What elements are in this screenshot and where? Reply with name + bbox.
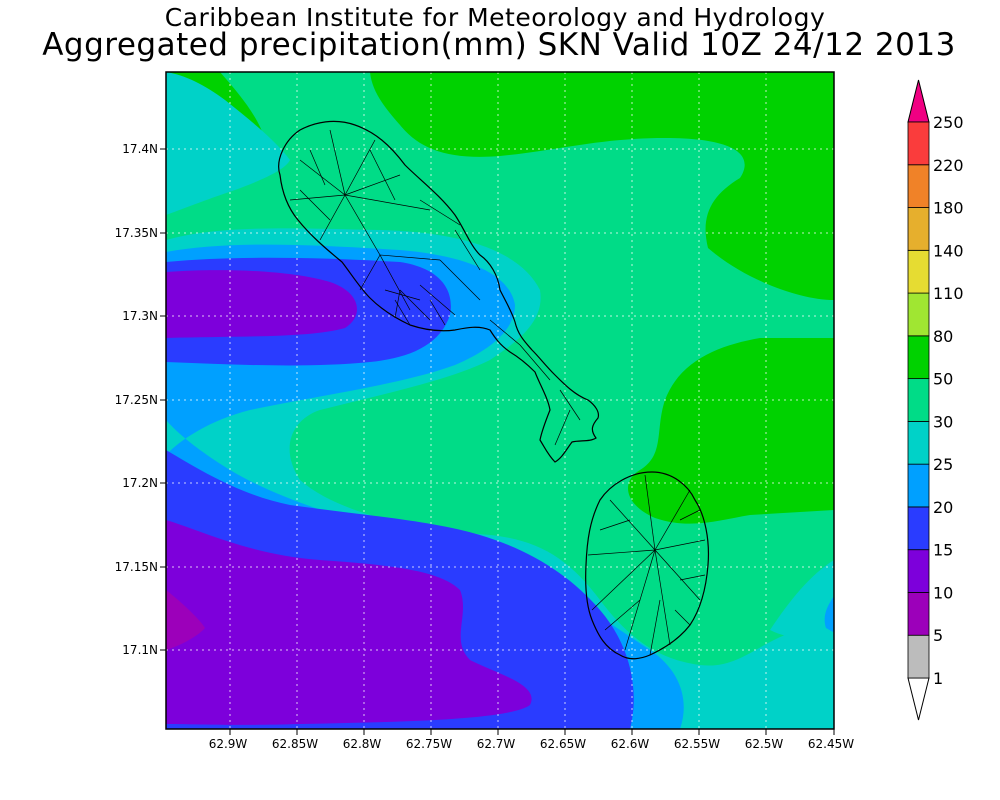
- y-tick-label: 17.1N: [122, 643, 158, 657]
- colorbar-swatch: [907, 335, 930, 380]
- contour-50-80-top: [370, 72, 834, 300]
- colorbar-swatch: [907, 292, 930, 337]
- contour-5-10-spot: [166, 590, 205, 650]
- nevis-drainage: [587, 474, 706, 656]
- contour-25-30-east-spot: [770, 560, 834, 640]
- island-st-kitts: [278, 120, 600, 463]
- x-tick-label: 62.65W: [540, 737, 586, 751]
- map-gridlines: [166, 72, 834, 729]
- colorbar-label: 5: [933, 626, 943, 645]
- colorbar-swatch: [907, 164, 930, 208]
- x-tick-label: 62.5W: [745, 737, 784, 751]
- x-tick-label: 62.75W: [406, 737, 452, 751]
- x-tick-label: 62.6W: [611, 737, 650, 751]
- title-line-2: Aggregated precipitation(mm) SKN Valid 1…: [42, 27, 956, 63]
- colorbar-label: 250: [933, 113, 964, 132]
- y-tick-label: 17.25N: [115, 393, 158, 407]
- st-kitts-drainage: [289, 129, 581, 446]
- colorbar-label: 80: [933, 327, 953, 346]
- title-line-1: Caribbean Institute for Meteorology and …: [164, 3, 826, 32]
- colorbar-label: 180: [933, 199, 964, 218]
- contour-10-15-south: [166, 520, 532, 725]
- colorbar-label: 25: [933, 455, 953, 474]
- colorbar-low-arrow: [907, 677, 930, 721]
- x-tick-label: 62.55W: [674, 737, 720, 751]
- colorbar-label: 30: [933, 412, 953, 431]
- colorbar-label: 220: [933, 156, 964, 175]
- contour-50-80-right: [628, 338, 834, 524]
- x-tick-label: 62.9W: [209, 737, 248, 751]
- x-tick-label: 62.85W: [272, 737, 318, 751]
- colorbar-swatch: [907, 249, 930, 294]
- y-axis: 17.4N 17.35N 17.3N 17.25N 17.2N 17.15N 1…: [115, 142, 166, 657]
- colorbar-high-arrow: [907, 79, 930, 123]
- island-nevis: [585, 471, 710, 660]
- contour-20-25-east-spot: [824, 596, 834, 632]
- precip-contours: [166, 72, 834, 729]
- contour-10-15-west: [166, 270, 357, 338]
- y-tick-label: 17.35N: [115, 226, 158, 240]
- x-tick-label: 62.8W: [343, 737, 382, 751]
- colorbar-swatch: [907, 420, 930, 465]
- colorbar-label: 1: [933, 669, 943, 688]
- colorbar-label: 110: [933, 284, 964, 303]
- colorbar-swatch: [907, 463, 930, 508]
- colorbar-label: 10: [933, 583, 953, 602]
- st-kitts-outline: [278, 120, 600, 463]
- contour-25-30-topleft: [166, 72, 290, 215]
- colorbar-swatch: [907, 378, 930, 422]
- colorbar-swatch: [907, 549, 930, 593]
- colorbar-swatch: [907, 121, 930, 166]
- colorbar-swatch: [907, 207, 930, 251]
- nevis-outline: [585, 471, 710, 660]
- x-tick-label: 62.7W: [477, 737, 516, 751]
- colorbar-swatch: [907, 506, 930, 551]
- x-axis: 62.9W 62.85W 62.8W 62.75W 62.7W 62.65W 6…: [209, 729, 854, 751]
- y-tick-label: 17.2N: [122, 476, 158, 490]
- colorbar-swatch: [907, 592, 930, 636]
- x-tick-label: 62.45W: [808, 737, 854, 751]
- y-tick-label: 17.4N: [122, 142, 158, 156]
- colorbar-label: 140: [933, 241, 964, 260]
- colorbar-label: 15: [933, 541, 953, 560]
- y-tick-label: 17.15N: [115, 560, 158, 574]
- colorbar-label: 20: [933, 498, 953, 517]
- colorbar-label: 50: [933, 370, 953, 389]
- colorbar-swatch: [907, 634, 930, 679]
- y-tick-label: 17.3N: [122, 309, 158, 323]
